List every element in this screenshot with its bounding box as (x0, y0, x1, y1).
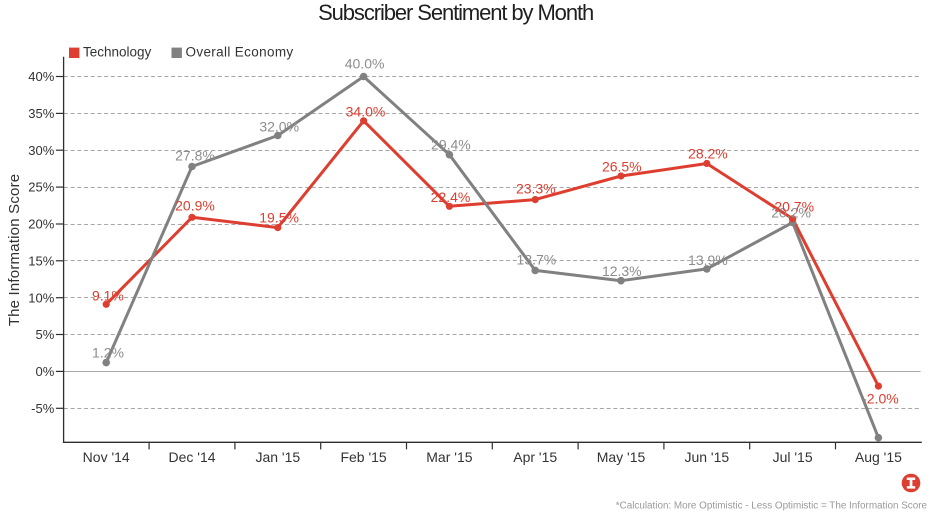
svg-text:Technology: Technology (83, 45, 152, 60)
svg-text:40.0%: 40.0% (345, 56, 385, 72)
svg-text:Jul '15: Jul '15 (773, 449, 813, 465)
svg-text:40%: 40% (28, 69, 54, 84)
svg-text:20.2%: 20.2% (771, 205, 811, 221)
svg-text:15%: 15% (28, 253, 54, 268)
svg-text:-2.0%: -2.0% (862, 391, 899, 407)
svg-text:22.4%: 22.4% (431, 189, 471, 205)
svg-text:-5%: -5% (31, 401, 55, 416)
svg-text:0%: 0% (36, 364, 55, 379)
svg-text:9.1%: 9.1% (92, 288, 124, 304)
svg-text:20.9%: 20.9% (175, 197, 215, 213)
svg-text:30%: 30% (28, 143, 54, 158)
svg-text:32.0%: 32.0% (259, 119, 299, 135)
svg-text:26.5%: 26.5% (602, 159, 642, 175)
svg-text:12.3%: 12.3% (602, 263, 642, 279)
svg-text:19.5%: 19.5% (259, 210, 299, 226)
svg-text:20.7%: 20.7% (774, 199, 814, 215)
svg-text:35%: 35% (28, 106, 54, 121)
svg-text:Subscriber Sentiment by Month: Subscriber Sentiment by Month (318, 0, 593, 25)
svg-text:25%: 25% (28, 180, 54, 195)
svg-text:28.2%: 28.2% (688, 146, 728, 162)
svg-text:13.9%: 13.9% (688, 252, 728, 268)
svg-text:Nov '14: Nov '14 (83, 449, 130, 465)
svg-text:The Information Score: The Information Score (6, 174, 23, 327)
svg-text:10%: 10% (28, 290, 54, 305)
svg-text:Apr '15: Apr '15 (513, 449, 557, 465)
svg-text:Overall Economy: Overall Economy (186, 45, 294, 60)
svg-text:May '15: May '15 (597, 449, 646, 465)
svg-text:Jun '15: Jun '15 (684, 449, 729, 465)
svg-text:*Calculation: More Optimistic: *Calculation: More Optimistic - Less Opt… (616, 501, 928, 512)
svg-text:5%: 5% (36, 327, 55, 342)
svg-text:34.0%: 34.0% (346, 103, 386, 119)
svg-text:1.2%: 1.2% (92, 345, 124, 361)
svg-text:20%: 20% (28, 217, 54, 232)
svg-text:Aug '15: Aug '15 (855, 449, 902, 465)
svg-text:Dec '14: Dec '14 (168, 449, 215, 465)
svg-text:Mar '15: Mar '15 (426, 449, 472, 465)
svg-text:29.4%: 29.4% (431, 137, 471, 153)
svg-text:13.7%: 13.7% (517, 252, 557, 268)
svg-text:23.3%: 23.3% (516, 181, 556, 197)
svg-text:27.8%: 27.8% (175, 148, 215, 164)
svg-text:Feb '15: Feb '15 (340, 449, 386, 465)
svg-text:Jan '15: Jan '15 (255, 449, 300, 465)
